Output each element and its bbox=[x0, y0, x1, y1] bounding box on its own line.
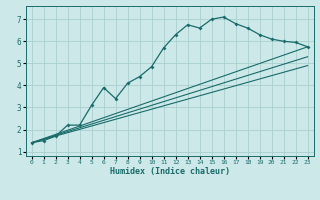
X-axis label: Humidex (Indice chaleur): Humidex (Indice chaleur) bbox=[109, 167, 230, 176]
